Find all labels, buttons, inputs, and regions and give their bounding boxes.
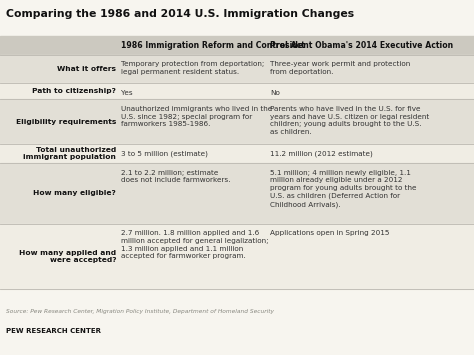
Text: President Obama's 2014 Executive Action: President Obama's 2014 Executive Action (270, 41, 453, 50)
Text: Unauthorized immigrants who lived in the
U.S. since 1982; special program for
fa: Unauthorized immigrants who lived in the… (121, 106, 272, 127)
Bar (0, 99, 474, 144)
Text: What it offers: What it offers (57, 66, 116, 72)
Text: Path to citizenship?: Path to citizenship? (32, 88, 116, 94)
Text: 1986 Immigration Reform and Control Act: 1986 Immigration Reform and Control Act (121, 41, 305, 50)
Text: How many eligible?: How many eligible? (33, 191, 116, 196)
Text: Three-year work permit and protection
from deportation.: Three-year work permit and protection fr… (270, 61, 410, 75)
Text: Total unauthorized
immigrant population: Total unauthorized immigrant population (23, 147, 116, 160)
Text: Parents who have lived in the U.S. for five
years and have U.S. citizen or legal: Parents who have lived in the U.S. for f… (270, 106, 429, 135)
Bar (0, 83, 474, 99)
Text: Applications open in Spring 2015: Applications open in Spring 2015 (270, 230, 390, 236)
Text: Yes: Yes (121, 90, 133, 96)
Text: PEW RESEARCH CENTER: PEW RESEARCH CENTER (6, 328, 100, 334)
Text: How many applied and
were accepted?: How many applied and were accepted? (19, 250, 116, 263)
Text: 11.2 million (2012 estimate): 11.2 million (2012 estimate) (270, 150, 373, 157)
Text: No: No (270, 90, 280, 96)
Text: Source: Pew Research Center, Migration Policy Institute, Department of Homeland : Source: Pew Research Center, Migration P… (6, 309, 273, 314)
Bar (0, 163, 474, 224)
Bar (0, 144, 474, 163)
Bar (0, 55, 474, 83)
Text: 2.1 to 2.2 million; estimate
does not include farmworkers.: 2.1 to 2.2 million; estimate does not in… (121, 170, 230, 184)
Bar (0, 36, 474, 55)
Text: 3 to 5 million (estimate): 3 to 5 million (estimate) (121, 150, 208, 157)
Text: Comparing the 1986 and 2014 U.S. Immigration Changes: Comparing the 1986 and 2014 U.S. Immigra… (6, 9, 354, 19)
Text: 5.1 million; 4 million newly eligible, 1.1
million already eligible under a 2012: 5.1 million; 4 million newly eligible, 1… (270, 170, 417, 208)
Text: Temporary protection from deportation;
legal permanent resident status.: Temporary protection from deportation; l… (121, 61, 264, 75)
Bar (0, 224, 474, 289)
Text: Eligibility requirements: Eligibility requirements (16, 119, 116, 125)
Text: 2.7 million. 1.8 million applied and 1.6
million accepted for general legalizati: 2.7 million. 1.8 million applied and 1.6… (121, 230, 268, 259)
